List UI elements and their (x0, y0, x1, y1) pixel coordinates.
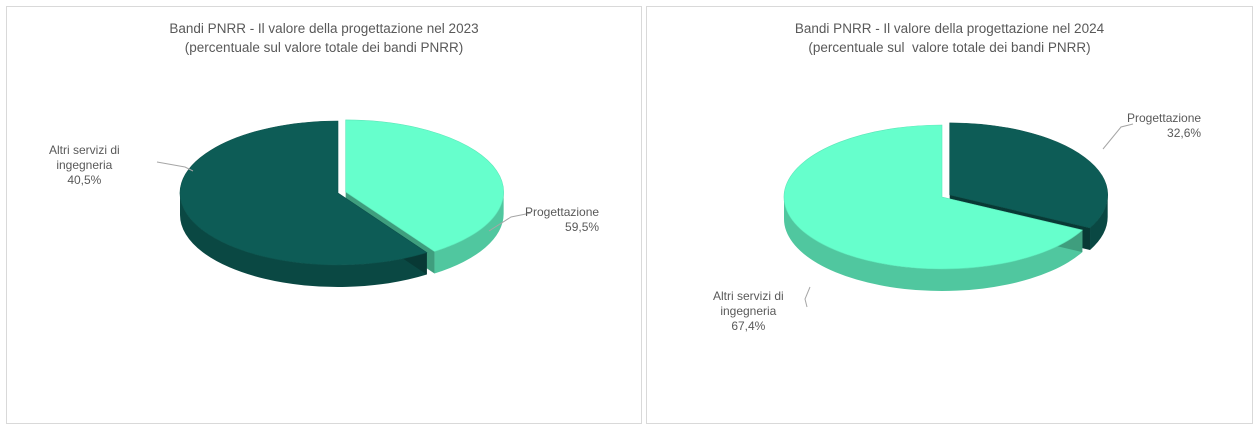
pie-slice (345, 119, 504, 252)
leader-line (804, 286, 811, 308)
pie-slice (783, 124, 1083, 270)
chart-title-line-2: (percentuale sul valore totale dei bandi… (808, 40, 1091, 55)
pie-slice-side-face (180, 193, 427, 287)
pie-slice-side-face (784, 197, 1083, 292)
pie-slice-side-face (1090, 194, 1108, 250)
leader-line (156, 161, 194, 172)
pie-chart-2024 (783, 122, 1134, 308)
chart-title: Bandi PNRR - Il valore della progettazio… (647, 19, 1252, 57)
pie-chart-2023 (156, 119, 532, 287)
pie-slice-side-face (434, 191, 504, 274)
leader-line (488, 212, 532, 232)
slice-label-name: Progettazione (1127, 111, 1202, 125)
slice-label-value: 32,6% (1167, 126, 1202, 140)
chart-panel-2023: Bandi PNRR - Il valore della progettazio… (6, 6, 642, 424)
slice-label-name: Progettazione (525, 205, 600, 219)
chart-title-line-1: Bandi PNRR - Il valore della progettazio… (169, 21, 479, 36)
pie-slice (949, 122, 1108, 229)
slice-label-name-line-2: ingegneria (720, 304, 777, 318)
slice-label-name-line-1: Altri servizi di (713, 289, 784, 303)
slice-label-value: 67,4% (731, 319, 766, 333)
slice-label-name-line-2: ingegneria (56, 158, 113, 172)
pie-slice (179, 120, 428, 266)
slice-label-name-line-1: Altri servizi di (49, 143, 120, 157)
slice-label-value: 40,5% (67, 173, 102, 187)
slice-label-progettazione: Progettazione 59,5% (525, 205, 599, 235)
chart-panel-2024: Bandi PNRR - Il valore della progettazio… (646, 6, 1253, 424)
chart-title: Bandi PNRR - Il valore della progettazio… (7, 19, 641, 57)
chart-title-line-1: Bandi PNRR - Il valore della progettazio… (794, 21, 1105, 36)
slice-label-value: 59,5% (565, 220, 600, 234)
slice-label-altri-servizi: Altri servizi di ingegneria 40,5% (49, 143, 120, 188)
leader-line (1102, 123, 1134, 150)
chart-title-line-2: (percentuale sul valore totale dei bandi… (184, 40, 464, 55)
slice-label-altri-servizi: Altri servizi di ingegneria 67,4% (713, 289, 784, 334)
slice-label-progettazione: Progettazione 32,6% (1127, 111, 1201, 141)
